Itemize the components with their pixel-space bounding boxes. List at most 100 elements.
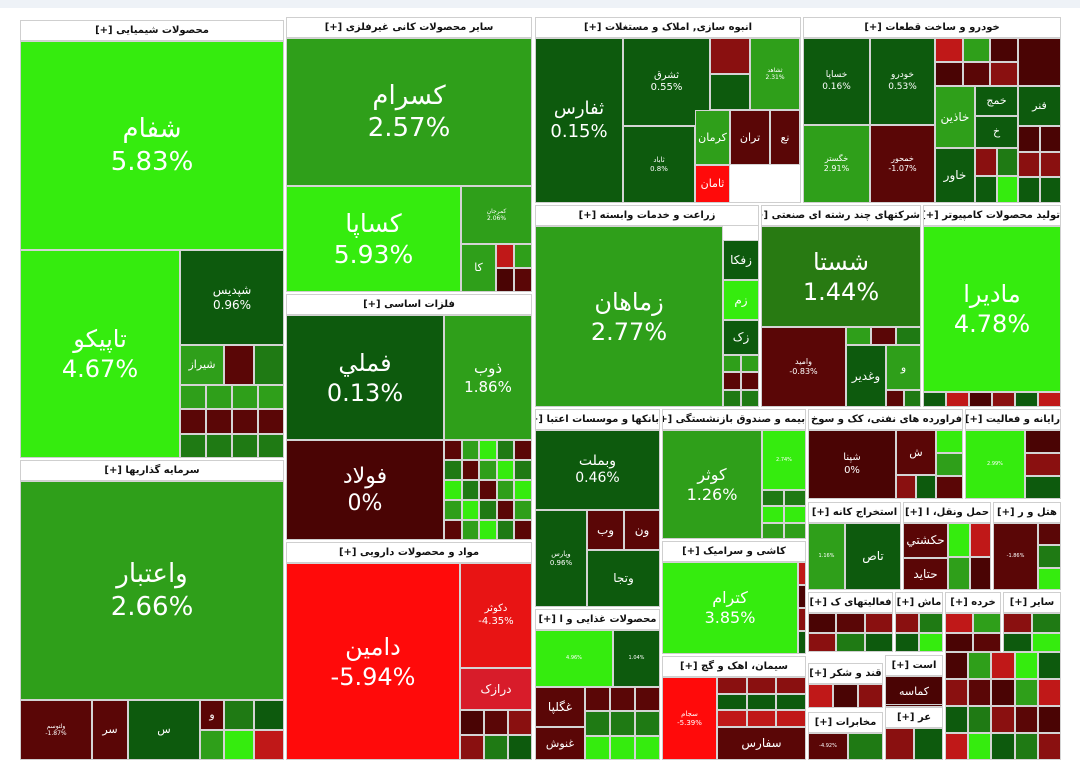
sector-title[interactable]: قند و شکر [+] <box>808 663 883 684</box>
stock-tile[interactable]: خاور <box>935 148 975 203</box>
sector-title[interactable]: شرکتهای چند رشته ای صنعتی [+] <box>761 205 921 226</box>
sector-title[interactable]: فلزات اساسی [+] <box>286 294 532 315</box>
stock-symbol: نع <box>780 130 790 144</box>
stock-tile[interactable]: تاپیکو 4.67% <box>20 250 180 458</box>
stock-tile[interactable]: شپدیس 0.96% <box>180 250 284 345</box>
stock-tile[interactable]: کماسه <box>885 676 943 707</box>
stock-cell <box>610 735 635 760</box>
stock-tile[interactable]: دامین -5.94% <box>286 563 460 760</box>
stock-tile[interactable]: ش <box>896 430 936 475</box>
stock-tile[interactable]: خودرو 0.53% <box>870 38 935 125</box>
price-change: 1.16% <box>818 553 835 560</box>
stock-tile[interactable]: خساپا 0.16% <box>803 38 870 125</box>
stock-tile[interactable]: خ <box>975 116 1018 148</box>
stock-cell <box>496 500 515 520</box>
sector-title[interactable]: بانکها و موسسات اعتبا [+] <box>535 409 660 430</box>
sector-title[interactable]: سرمایه گذاریها [+] <box>20 460 284 481</box>
stock-tile[interactable]: خاذین <box>935 86 975 148</box>
stock-tile[interactable]: نع <box>770 110 800 165</box>
sector-title[interactable]: مخابرات [+] <box>808 712 883 733</box>
sector-title[interactable]: سایر [+] <box>1003 592 1061 613</box>
stock-tile[interactable]: تاص <box>845 523 901 590</box>
stock-tile[interactable]: وامید -0.83% <box>761 327 846 407</box>
stock-tile[interactable]: فنر <box>1018 86 1061 126</box>
stock-cell <box>610 687 635 712</box>
sector-title[interactable]: فعالیتهای ک [+] <box>808 592 893 613</box>
stock-tile[interactable]: فملي 0.13% <box>286 315 444 440</box>
stock-tile[interactable]: وب <box>587 510 624 550</box>
stock-tile[interactable]: تران <box>730 110 770 165</box>
stock-tile[interactable]: ولتوسم -1.87% <box>20 700 92 760</box>
stock-tile[interactable]: زم <box>723 280 759 320</box>
stock-tile[interactable]: کساپا 5.93% <box>286 186 461 292</box>
sector-title[interactable]: هتل و ر [+] <box>993 502 1061 523</box>
stock-cell <box>1014 652 1038 679</box>
sector-title[interactable]: سایر محصولات کانی غیرفلزی [+] <box>286 17 532 38</box>
stock-tile[interactable]: ثفارس 0.15% <box>535 38 623 203</box>
stock-tile[interactable]: شپنا 0% <box>808 430 896 499</box>
sector-title[interactable]: عر [+] <box>885 707 943 728</box>
stock-tile[interactable]: حتاید <box>903 558 948 590</box>
stock-tile[interactable]: سجام -5.39% <box>662 677 717 760</box>
stock-tile[interactable]: شستا 1.44% <box>761 226 921 327</box>
sector-title[interactable]: خودرو و ساخت قطعات [+] <box>803 17 1061 38</box>
sector-title[interactable]: محصولات شیمیایی [+] <box>20 20 284 41</box>
sector-title[interactable]: خرده [+] <box>945 592 1001 613</box>
stock-tile[interactable]: 2.74% <box>762 430 806 490</box>
stock-tile[interactable]: کرمان <box>695 110 730 165</box>
stock-symbol: ش <box>909 445 923 459</box>
stock-tile[interactable]: خمج <box>975 86 1018 116</box>
sector-title[interactable]: حمل ونقل، ا [+] <box>903 502 991 523</box>
stock-tile[interactable]: ثشاهد 2.31% <box>750 38 800 110</box>
sector-title[interactable]: فراورده های نفتی، کک و سوخ [+] <box>808 409 963 430</box>
stock-tile[interactable]: شیراز <box>180 345 224 385</box>
price-change: -4.35% <box>478 615 514 627</box>
stock-cell <box>746 710 777 727</box>
stock-tile[interactable]: ثاباد 0.8% <box>623 126 695 203</box>
sector-title[interactable]: محصولات غذایی و ا [+] <box>535 609 660 630</box>
stock-tile[interactable]: وپارس 0.96% <box>535 510 587 607</box>
stock-tile[interactable]: زفکا <box>723 240 759 280</box>
stock-tile[interactable]: 2.99% <box>965 430 1025 499</box>
stock-tile[interactable]: وبملت 0.46% <box>535 430 660 510</box>
sector-title[interactable]: استخراج کانه [+] <box>808 502 901 523</box>
stock-tile[interactable]: ذوب 1.86% <box>444 315 532 440</box>
stock-tile[interactable]: ماديرا 4.78% <box>923 226 1061 392</box>
stock-tile[interactable]: و <box>200 700 224 730</box>
sector-title[interactable]: تولید محصولات کامپیوتر [+] <box>923 205 1061 226</box>
stock-tile[interactable]: سفارس <box>717 727 806 760</box>
stock-tile[interactable]: و <box>886 345 921 390</box>
sector-title[interactable]: ماش [+] <box>895 592 943 613</box>
stock-tile[interactable]: غگلپا <box>535 687 585 727</box>
stock-symbol: شفام <box>122 114 182 144</box>
stock-tile[interactable]: ثامان <box>695 165 730 203</box>
stock-tile[interactable]: س <box>128 700 200 760</box>
stock-tile[interactable]: خگستر 2.91% <box>803 125 870 203</box>
stock-tile[interactable]: کترام 3.85% <box>662 562 798 654</box>
stock-tile[interactable]: حکشتي <box>903 523 948 558</box>
stock-tile[interactable]: فولاد 0% <box>286 440 444 540</box>
price-change: 3.85% <box>704 608 756 627</box>
sector-title[interactable]: زراعت و خدمات وابسته [+] <box>535 205 759 226</box>
stock-tile[interactable]: خمحور -1.07% <box>870 125 935 203</box>
stock-tile[interactable]: دکوثر -4.35% <box>460 563 532 668</box>
stock-tile[interactable]: درازک <box>460 668 532 710</box>
sector-title[interactable]: است [+] <box>885 655 943 676</box>
stock-cell <box>846 327 871 345</box>
stock-tile[interactable]: -4.92% <box>808 733 848 760</box>
sector-title[interactable]: انبوه سازی, املاک و مستغلات [+] <box>535 17 801 38</box>
sector-title[interactable]: مواد و محصولات دارویی [+] <box>286 542 532 563</box>
sector-title[interactable]: کاشی و سرامیک [+] <box>662 541 806 562</box>
sector-title[interactable]: سیمان، اهک و گچ [+] <box>662 656 806 677</box>
sector-title[interactable]: بیمه و صندوق بازنشستگی [+] <box>662 409 806 430</box>
sector <box>286 294 532 540</box>
stock-tile[interactable]: ون <box>624 510 660 550</box>
stock-tile[interactable]: 4.96% <box>535 630 613 687</box>
stock-symbol: تاپیکو <box>73 325 127 353</box>
stock-tile[interactable]: زک <box>723 320 759 355</box>
stock-tile[interactable]: کسرام 2.57% <box>286 38 532 186</box>
stock-tile[interactable]: شفام 5.83% <box>20 41 284 250</box>
stock-cell <box>224 700 254 730</box>
stock-tile[interactable]: کمرجان 2.06% <box>461 186 532 244</box>
sector-title[interactable]: رایانه و فعالیت [+] <box>965 409 1061 430</box>
